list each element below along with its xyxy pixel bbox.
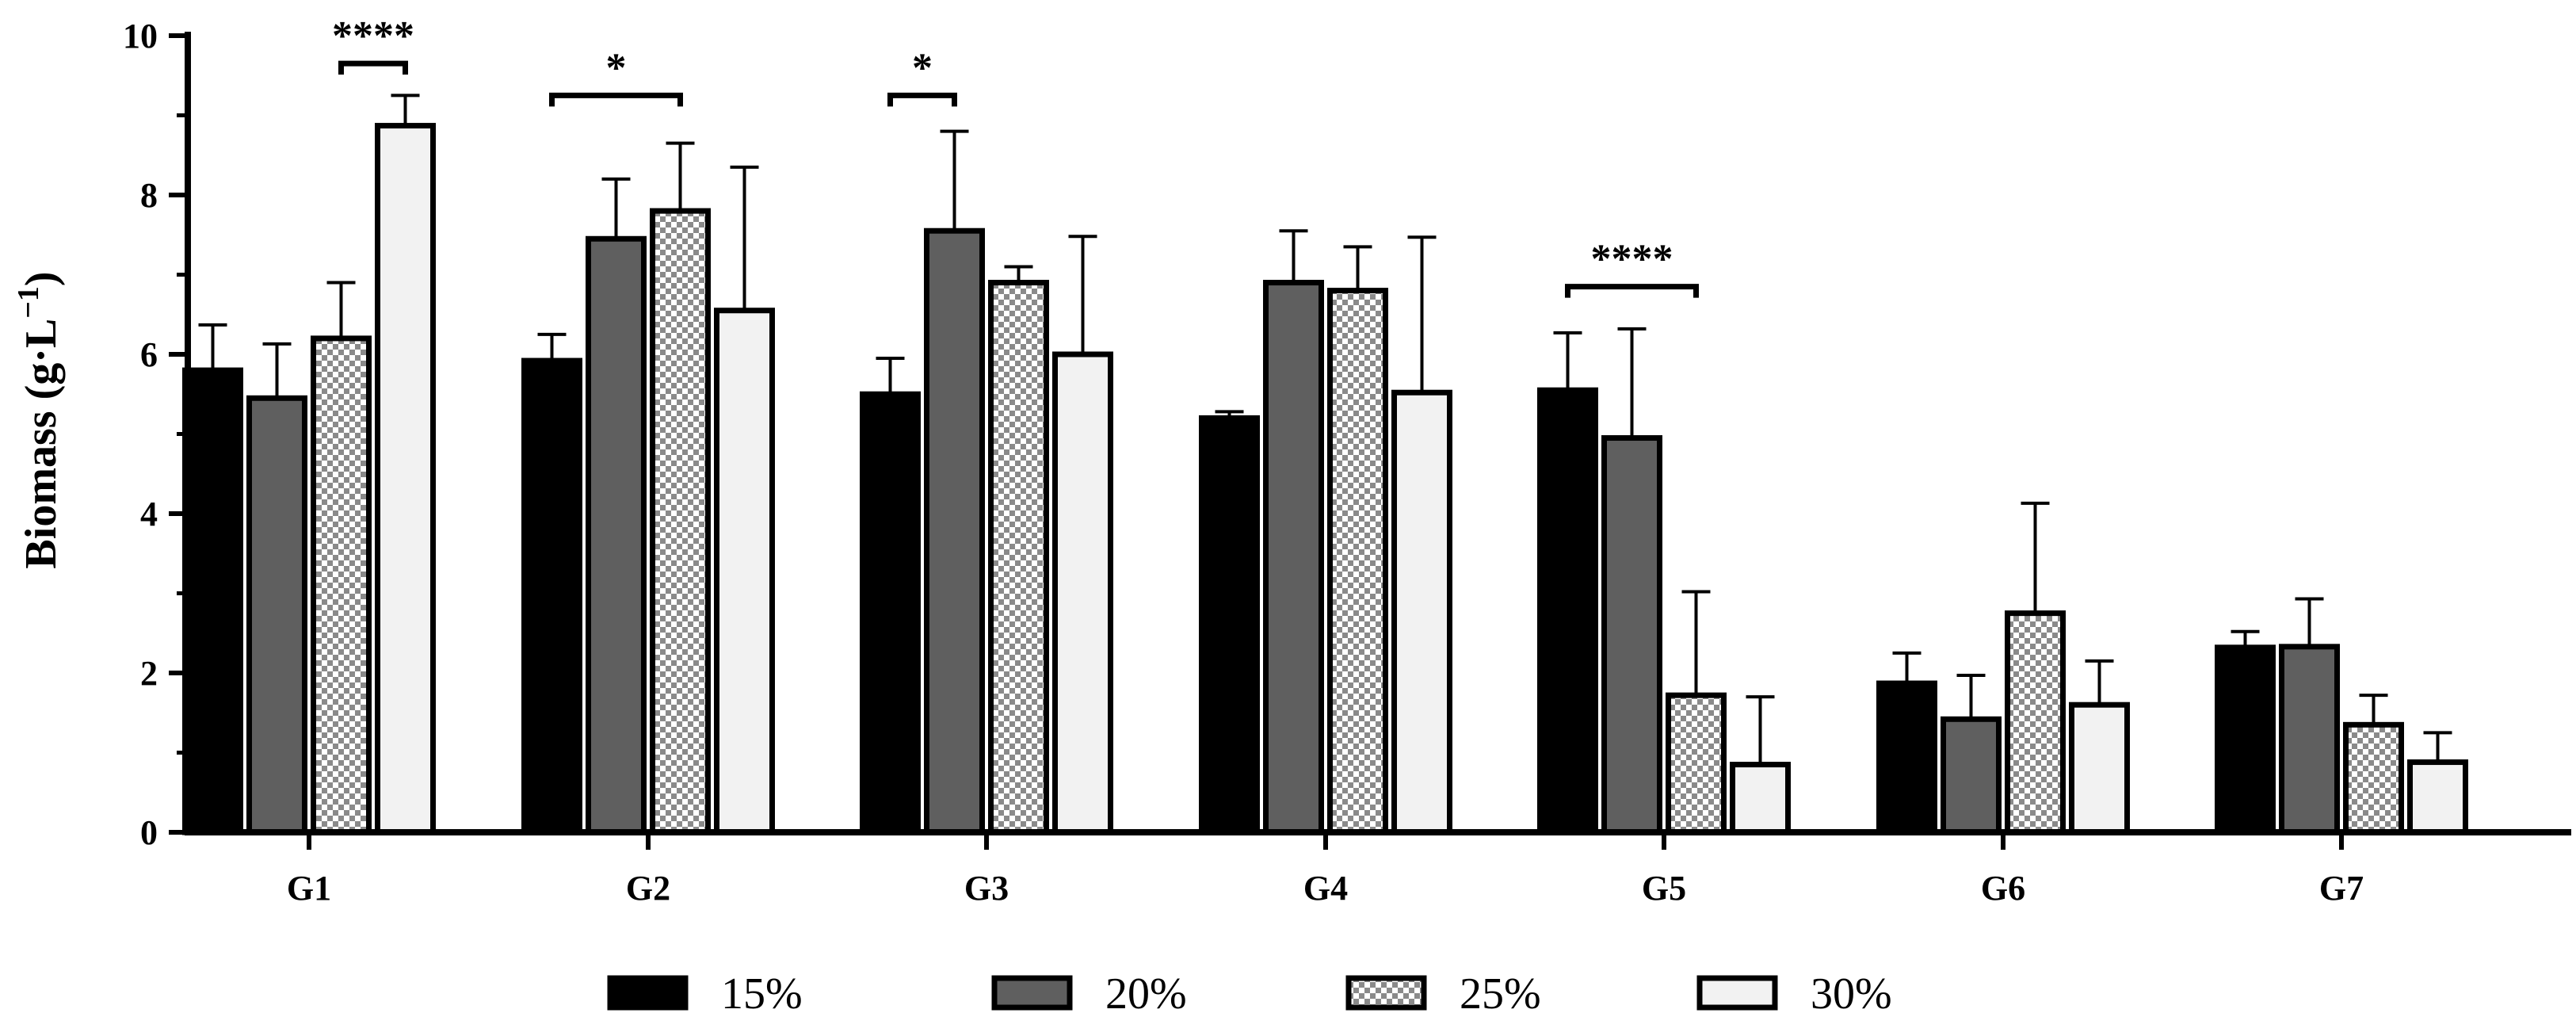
error-bar-g5-20pct: [1617, 327, 1647, 438]
bar-g5-25pct: [1666, 692, 1727, 835]
error-bar-g5-30pct: [1746, 695, 1775, 765]
bar-g3-20pct: [924, 227, 985, 835]
x-tick-label-g4: G4: [1303, 869, 1348, 908]
y-tick-label-0: 0: [140, 813, 158, 852]
bar-g6-15pct: [1876, 680, 1937, 835]
x-tick-label-g2: G2: [626, 869, 670, 908]
legend-label: 15%: [721, 969, 803, 1019]
legend-swatch: [991, 975, 1073, 1011]
bar-g2-15pct: [521, 357, 582, 835]
bar-g4-30pct: [1391, 389, 1452, 835]
error-bar-g7-15pct: [2231, 629, 2260, 648]
bar-g7-20pct: [2279, 644, 2340, 835]
bar-g5-15pct: [1537, 387, 1598, 835]
bar-g4-20pct: [1263, 280, 1324, 835]
error-bar-g4-15pct: [1215, 410, 1244, 419]
error-bar-g3-30pct: [1068, 235, 1097, 354]
bar-g1-25pct: [311, 335, 372, 835]
y-axis-title-text: Biomass (g·L: [17, 319, 66, 569]
legend-item-20pct: 20%: [991, 969, 1187, 1019]
bar-g5-30pct: [1730, 762, 1791, 835]
error-bar-g2-15pct: [537, 332, 567, 361]
x-tick-label-g3: G3: [964, 869, 1009, 908]
bar-g7-15pct: [2215, 644, 2276, 835]
y-axis-title: Biomass (g·L−1): [12, 271, 66, 568]
bar-g4-15pct: [1199, 415, 1260, 835]
error-bar-g7-30pct: [2423, 731, 2452, 763]
error-bar-g4-20pct: [1279, 229, 1308, 283]
significance-label: ****: [1591, 237, 1673, 282]
y-tick-label-6: 6: [140, 335, 158, 374]
error-bar-g6-25pct: [2021, 501, 2050, 614]
y-axis-title-close: ): [17, 271, 66, 286]
error-bar-g1-25pct: [326, 281, 356, 338]
bar-g3-15pct: [860, 391, 921, 835]
bar-g2-20pct: [586, 235, 647, 835]
bar-g6-25pct: [2005, 610, 2066, 835]
legend-label: 25%: [1460, 969, 1541, 1019]
error-bar-g5-15pct: [1553, 331, 1582, 391]
x-tick-label-g5: G5: [1642, 869, 1686, 908]
legend-item-30pct: 30%: [1696, 969, 1892, 1019]
error-bar-g1-30pct: [391, 94, 420, 126]
legend-swatch: [1345, 975, 1427, 1011]
legend-label: 20%: [1105, 969, 1187, 1019]
error-bar-g6-15pct: [1892, 651, 1922, 684]
bar-g5-20pct: [1601, 435, 1662, 835]
y-tick-label-2: 2: [140, 654, 158, 693]
error-bar-g4-30pct: [1407, 235, 1437, 393]
significance-g5: ****: [1565, 237, 1699, 298]
significance-label: *: [606, 45, 627, 90]
legend: 15% 20% 25% 30%: [607, 969, 1892, 1019]
bar-g1-30pct: [375, 123, 436, 835]
bar-g6-20pct: [1941, 716, 2002, 835]
significance-g2: *: [549, 45, 683, 107]
error-bar-g7-25pct: [2359, 694, 2388, 725]
significance-g1: ****: [332, 13, 414, 75]
error-bar-g6-20pct: [1956, 674, 1986, 720]
y-tick-label-8: 8: [140, 176, 158, 215]
axes-group: 0 2 4 6 8 10 G1 G2 G3 G4 G5 G6 G7: [123, 17, 2571, 908]
y-tick-label-4: 4: [140, 495, 158, 533]
significance-label: ****: [332, 13, 414, 59]
x-tick-label-g1: G1: [287, 869, 331, 908]
error-bar-g3-20pct: [940, 129, 969, 231]
error-bar-g6-30pct: [2085, 659, 2114, 705]
bars-group: [182, 123, 2468, 835]
bar-g1-20pct: [246, 395, 307, 835]
significance-g3: *: [887, 45, 957, 107]
error-bar-g2-25pct: [666, 141, 695, 212]
bar-g7-25pct: [2343, 721, 2404, 835]
error-bar-g7-20pct: [2295, 597, 2324, 647]
bar-g7-30pct: [2407, 759, 2468, 835]
bar-g3-30pct: [1052, 351, 1113, 835]
bar-g2-25pct: [650, 208, 711, 835]
bar-g3-25pct: [988, 280, 1049, 835]
x-tick-label-g6: G6: [1981, 869, 2025, 908]
legend-item-15pct: 15%: [607, 969, 803, 1019]
significance-group: ***** *****: [332, 13, 1699, 298]
error-bar-g2-30pct: [730, 165, 759, 311]
error-bar-g5-25pct: [1681, 590, 1711, 696]
error-bar-g4-25pct: [1343, 245, 1372, 291]
bar-g6-30pct: [2069, 701, 2130, 835]
x-tick-label-g7: G7: [2319, 869, 2364, 908]
y-tick-label-10: 10: [123, 17, 158, 55]
error-bar-g1-20pct: [262, 342, 292, 399]
bar-g4-25pct: [1327, 288, 1388, 835]
error-bars-group: [198, 94, 2452, 765]
error-bar-g1-15pct: [198, 323, 227, 371]
legend-swatch: [607, 975, 689, 1011]
bar-g1-15pct: [182, 367, 243, 835]
error-bar-g2-20pct: [601, 177, 631, 239]
error-bar-g3-15pct: [876, 357, 905, 395]
error-bar-g3-25pct: [1004, 265, 1033, 283]
legend-swatch: [1696, 975, 1778, 1011]
bar-g2-30pct: [714, 308, 775, 835]
significance-label: *: [912, 45, 933, 90]
legend-label: 30%: [1811, 969, 1892, 1019]
legend-item-25pct: 25%: [1345, 969, 1541, 1019]
y-axis-title-sup: −1: [12, 286, 45, 319]
